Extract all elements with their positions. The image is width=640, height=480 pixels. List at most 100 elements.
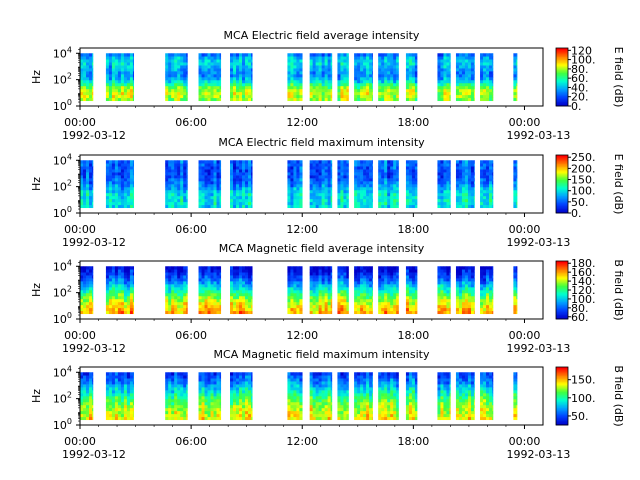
spectrogram-cell [372,65,373,69]
spectrogram-cell [132,71,135,75]
spectrogram-cell [89,94,93,99]
spectrogram-cell [470,74,475,78]
spectrogram-cell [390,204,394,209]
spectrogram-cell [443,172,447,176]
spectrogram-cell [458,79,463,84]
spectrogram-cell [111,178,116,182]
spectrogram-cell [337,97,341,102]
spectrogram-cell [216,56,220,60]
spectrogram-cell [210,186,214,191]
spectrogram-cell [89,56,93,60]
spectrogram-cell [299,204,303,209]
spectrogram-cell [489,74,493,78]
spectrogram-cell [201,269,205,273]
spectrogram-cell [287,198,291,203]
spectrogram-cell [396,62,399,66]
spectrogram-cell [458,91,463,96]
spectrogram-cell [360,295,364,300]
spectrogram-cell [120,68,125,72]
spectrogram-cell [117,310,122,315]
spectrogram-cell [290,160,294,164]
spectrogram-cell [111,304,116,309]
spectrogram-cell [309,163,313,167]
spectrogram-cell [86,381,90,385]
spectrogram-cell [126,307,131,312]
spectrogram-cell [346,175,349,179]
spectrogram-cell [129,94,134,99]
spectrogram-cell [393,172,397,176]
spectrogram-cell [440,281,444,285]
spectrogram-cell [396,278,399,282]
spectrogram-cell [245,79,249,84]
spectrogram-cell [239,71,243,75]
spectrogram-cell [123,181,128,185]
spectrogram-cell [233,186,237,191]
spectrogram-cell [372,287,373,291]
spectrogram-cell [337,284,341,288]
spectrogram-cell [343,94,347,99]
spectrogram-cell [204,284,208,288]
spectrogram-cell [245,290,249,294]
spectrogram-cell [242,278,246,282]
spectrogram-cell [387,68,391,72]
spectrogram-cell [86,91,90,96]
spectrogram-cell [330,281,333,285]
spectrogram-cell [299,85,303,90]
spectrogram-cell [486,77,490,81]
spectrogram-cell [513,71,517,75]
spectrogram-cell [393,97,397,102]
spectrogram-cell [330,290,333,294]
spectrogram-cell [384,166,388,170]
spectrogram-cell [251,266,253,270]
spectrogram-cell [92,413,94,418]
spectrogram-cell [440,178,444,182]
spectrogram-cell [296,71,300,75]
spectrogram-cell [516,163,518,167]
spectrogram-cell [219,310,222,315]
spectrogram-cell [455,192,460,197]
spectrogram-cell [396,266,399,270]
spectrogram-cell [455,77,460,81]
spectrogram-cell [216,178,220,182]
spectrogram-cell [393,304,397,309]
spectrogram-cell [443,304,447,309]
spectrogram-cell [408,77,413,81]
spectrogram-cell [363,304,367,309]
spectrogram-cell [201,272,205,276]
spectrogram-cell [180,79,184,84]
spectrogram-cell [117,189,122,194]
spectrogram-cell [312,292,316,297]
spectrogram-cell [489,172,493,176]
spectrogram-cell [111,91,116,96]
spectrogram-cell [105,301,110,306]
spectrogram-cell [411,301,416,306]
spectrogram-cell [354,53,358,57]
spectrogram-cell [126,59,131,63]
spectrogram-cell [408,292,413,297]
spectrogram-cell [299,281,303,285]
spectrogram-cell [330,85,333,90]
spectrogram-cell [486,204,490,209]
spectrogram-cell [321,304,325,309]
colorbar-segment [556,263,568,266]
spectrogram-cell [489,272,493,276]
spectrogram-cell [489,59,493,63]
colorbar-tick-label: 140. [571,275,596,288]
colorbar-segment [556,85,568,88]
spectrogram-cell [126,192,131,197]
spectrogram-cell [236,77,240,81]
spectrogram-cell [513,88,517,93]
spectrogram-cell [204,192,208,197]
spectrogram-cell [486,266,490,270]
spectrogram-cell [293,292,297,297]
spectrogram-cell [384,160,388,164]
spectrogram-cell [324,189,328,194]
spectrogram-cell [233,281,237,285]
spectrogram-cell [89,178,93,182]
spectrogram-cell [473,53,475,57]
spectrogram-cell [105,393,110,397]
spectrogram-cell [111,381,116,385]
spectrogram-cell [183,304,187,309]
spectrogram-cell [299,275,303,279]
spectrogram-cell [464,172,469,176]
